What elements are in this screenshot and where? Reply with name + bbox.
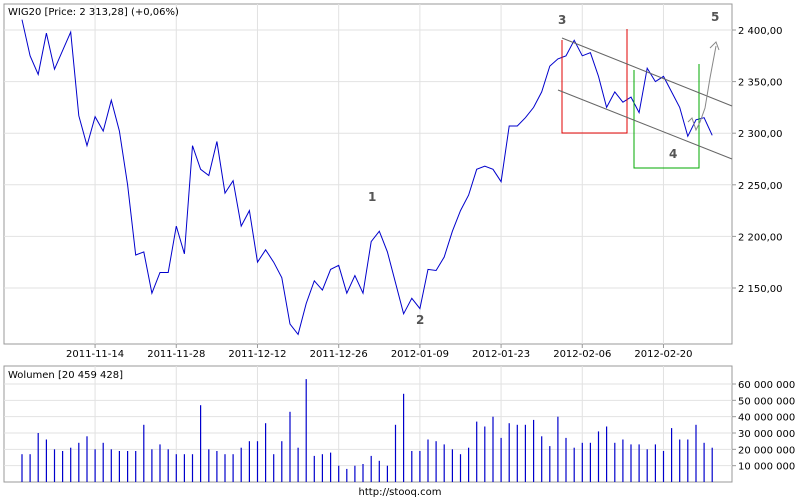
price-series-line <box>21 19 713 336</box>
wave-label-4: 4 <box>669 147 677 161</box>
price-y-tick-label: 2 400,00 <box>738 26 783 37</box>
source-footer[interactable]: http://stooq.com <box>359 487 442 498</box>
volume-bars <box>21 379 713 482</box>
price-x-tick-label: 2011-11-28 <box>147 349 205 360</box>
volume-plot-area <box>3 365 733 483</box>
price-chart-title: WIG20 [Price: 2 313,28] (+0,06%) <box>8 7 179 18</box>
price-plot-area <box>3 3 733 345</box>
price-x-tick-labels: 2011-11-14 2011-11-28 2011-12-12 2011-12-26… <box>66 344 693 360</box>
volume-grid <box>4 366 732 482</box>
wave-label-3: 3 <box>558 13 566 27</box>
price-grid <box>4 4 732 344</box>
price-x-tick-label: 2012-01-23 <box>472 349 530 360</box>
price-y-tick-label: 2 200,00 <box>738 232 783 243</box>
wave-label-1: 1 <box>368 190 376 204</box>
price-x-tick-label: 2012-02-20 <box>634 349 692 360</box>
wave-label-5: 5 <box>711 10 719 24</box>
volume-y-tick-label: 40 000 000 <box>738 413 795 424</box>
price-y-tick-label: 2 300,00 <box>738 129 783 140</box>
price-x-tick-label: 2012-02-06 <box>553 349 611 360</box>
projection-arrowhead <box>709 41 720 51</box>
volume-chart-title: Wolumen [20 459 428] <box>8 370 123 381</box>
volume-y-tick-labels: 10 000 000 20 000 000 30 000 000 40 000 000… <box>732 380 795 473</box>
channel-upper-line <box>561 37 733 107</box>
price-x-tick-label: 2012-01-09 <box>391 349 449 360</box>
annotation-overlay: 1 2 3 4 5 <box>368 10 733 327</box>
price-y-tick-label: 2 350,00 <box>738 78 783 89</box>
channel-lower-line <box>557 89 733 160</box>
price-y-tick-labels: 2 150,00 2 200,00 2 250,00 2 300,00 2 350,00… <box>732 26 783 295</box>
price-y-tick-label: 2 150,00 <box>738 284 783 295</box>
green-box <box>633 64 700 169</box>
price-x-tick-label: 2011-11-14 <box>66 349 124 360</box>
price-x-tick-label: 2011-12-26 <box>310 349 368 360</box>
price-x-tick-label: 2011-12-12 <box>228 349 286 360</box>
volume-y-tick-label: 60 000 000 <box>738 380 795 391</box>
wave-label-2: 2 <box>416 313 424 327</box>
volume-y-tick-label: 50 000 000 <box>738 396 795 407</box>
projection-path <box>687 45 717 132</box>
volume-y-tick-label: 30 000 000 <box>738 429 795 440</box>
price-y-tick-label: 2 250,00 <box>738 181 783 192</box>
volume-y-tick-label: 10 000 000 <box>738 462 795 473</box>
volume-y-tick-label: 20 000 000 <box>738 445 795 456</box>
red-box <box>561 29 628 134</box>
